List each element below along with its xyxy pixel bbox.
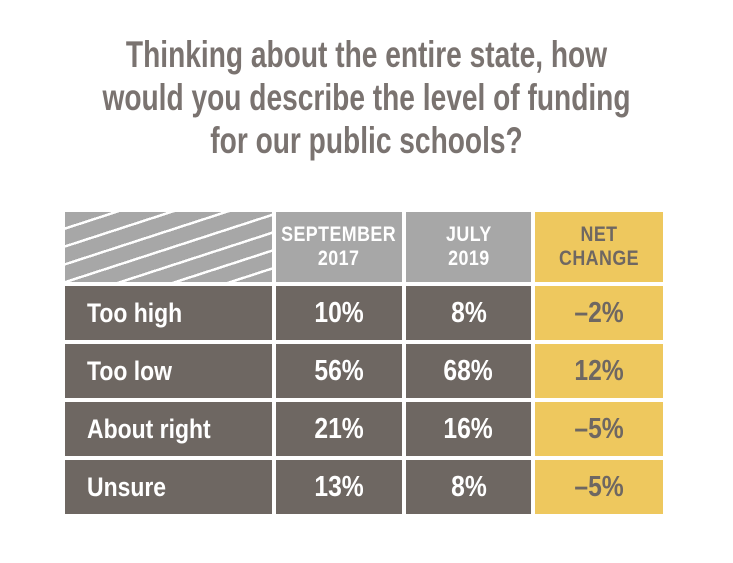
cell-value: 8% [450, 296, 487, 329]
row-label-about-right: About right [65, 402, 272, 456]
row-label-text: Unsure [87, 471, 167, 502]
row-label-unsure: Unsure [65, 460, 272, 514]
cell-value: 21% [314, 412, 364, 445]
cell-too-high-july-2019: 8% [406, 286, 531, 340]
column-header-line: SEPTEMBER [281, 223, 397, 246]
cell-unsure-september-2017: 13% [276, 460, 402, 514]
cell-unsure-net-change: –5% [535, 460, 663, 514]
row-label-too-high: Too high [65, 286, 272, 340]
cell-value: 16% [443, 412, 494, 445]
school-funding-table: SEPTEMBER 2017 JULY 2019 NET CHANGE Too … [65, 212, 663, 514]
cell-value: 12% [574, 354, 624, 387]
title-line-1: Thinking about the entire state, how [125, 34, 608, 75]
cell-too-high-net-change: –2% [535, 286, 663, 340]
cell-too-low-july-2019: 68% [406, 344, 531, 398]
row-label-text: Too low [87, 355, 172, 386]
row-label-text: About right [87, 413, 211, 444]
column-header-net-change: NET CHANGE [535, 212, 663, 282]
column-header-line: NET [580, 223, 618, 246]
row-label-text: Too high [87, 297, 183, 328]
column-header-line: JULY [445, 223, 492, 246]
cell-value: 13% [314, 470, 364, 503]
cell-about-right-july-2019: 16% [406, 402, 531, 456]
cell-too-low-september-2017: 56% [276, 344, 402, 398]
cell-about-right-net-change: –5% [535, 402, 663, 456]
cell-value: 10% [314, 296, 364, 329]
cell-about-right-september-2017: 21% [276, 402, 402, 456]
cell-unsure-july-2019: 8% [406, 460, 531, 514]
row-label-too-low: Too low [65, 344, 272, 398]
table-corner-hatched-cell [65, 212, 272, 282]
page-title: Thinking about the entire state, how wou… [88, 33, 645, 162]
cell-value: –5% [574, 412, 624, 445]
column-header-july-2019: JULY 2019 [406, 212, 531, 282]
column-header-line: 2019 [447, 247, 490, 270]
cell-too-high-september-2017: 10% [276, 286, 402, 340]
cell-value: –5% [574, 470, 624, 503]
column-header-september-2017: SEPTEMBER 2017 [276, 212, 402, 282]
cell-value: 8% [450, 470, 487, 503]
column-header-line: 2017 [318, 247, 360, 270]
cell-value: 68% [443, 354, 494, 387]
column-header-line: CHANGE [559, 247, 639, 270]
title-line-2: would you describe the level of funding [102, 77, 631, 118]
title-line-3: for our public schools? [210, 120, 523, 161]
cell-value: 56% [314, 354, 364, 387]
cell-too-low-net-change: 12% [535, 344, 663, 398]
cell-value: –2% [574, 296, 624, 329]
